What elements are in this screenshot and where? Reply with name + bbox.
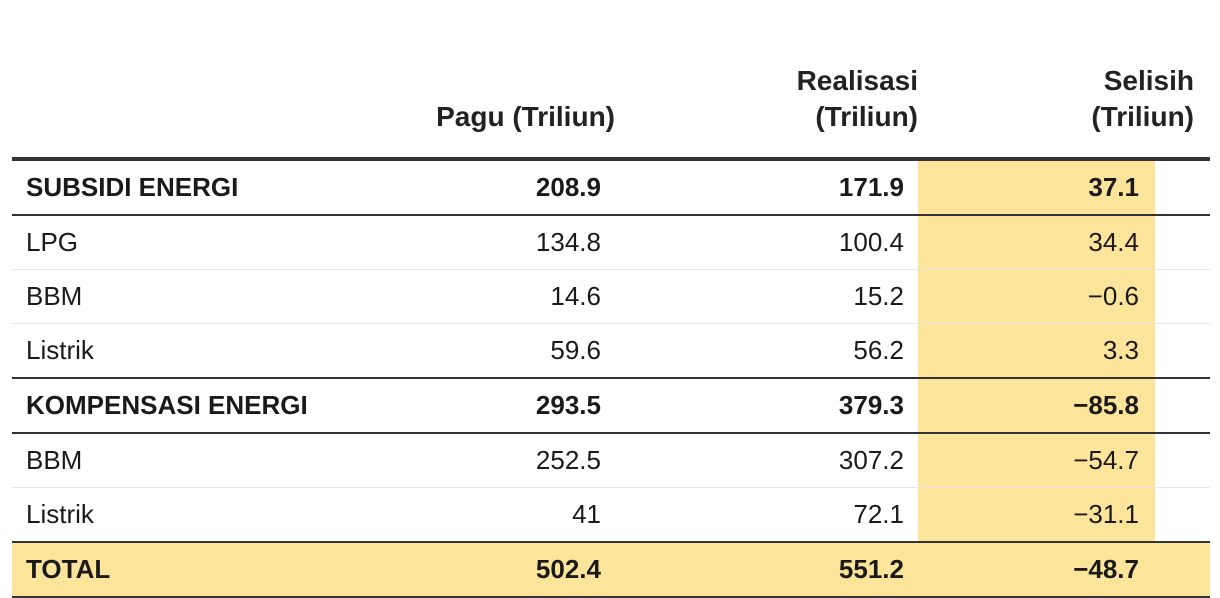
row-label: SUBSIDI ENERGI <box>12 159 312 216</box>
row-spacer <box>1155 433 1210 488</box>
table-row: LPG 134.8 100.4 34.4 <box>12 215 1210 270</box>
realisasi-value: 307.2 <box>615 433 918 488</box>
realisasi-value: 551.2 <box>615 541 918 598</box>
total-row: TOTAL 502.4 551.2 −48.7 <box>12 541 1210 598</box>
realisasi-value: 15.2 <box>615 269 918 324</box>
realisasi-value: 100.4 <box>615 215 918 270</box>
realisasi-value: 56.2 <box>615 323 918 379</box>
header-realisasi: Realisasi (Triliun) <box>615 0 918 161</box>
row-label: LPG <box>12 215 312 270</box>
pagu-value: 208.9 <box>312 159 615 216</box>
pagu-value: 14.6 <box>312 269 615 324</box>
row-label: Listrik <box>12 323 312 379</box>
table-row: BBM 14.6 15.2 −0.6 <box>12 269 1210 324</box>
header-selisih-line2: (Triliun) <box>1091 101 1194 132</box>
selisih-value: 3.3 <box>918 323 1155 379</box>
data-table: Pagu (Triliun) Realisasi (Triliun) Selis… <box>12 0 1210 598</box>
pagu-value: 252.5 <box>312 433 615 488</box>
selisih-value: −48.7 <box>918 541 1155 598</box>
row-spacer <box>1155 269 1210 324</box>
row-label: BBM <box>12 433 312 488</box>
row-spacer <box>1155 159 1210 216</box>
table-row: Listrik 59.6 56.2 3.3 <box>12 323 1210 379</box>
header-pagu: Pagu (Triliun) <box>312 0 615 161</box>
row-label: Listrik <box>12 487 312 543</box>
group-row: KOMPENSASI ENERGI 293.5 379.3 −85.8 <box>12 378 1210 434</box>
header-label-column <box>12 0 312 161</box>
row-spacer <box>1155 541 1210 598</box>
pagu-value: 59.6 <box>312 323 615 379</box>
header-selisih: Selisih (Triliun) <box>918 0 1210 161</box>
pagu-value: 502.4 <box>312 541 615 598</box>
header-realisasi-line1: Realisasi <box>796 65 918 96</box>
table-row: Listrik 41 72.1 −31.1 <box>12 487 1210 543</box>
selisih-value: 37.1 <box>918 159 1155 216</box>
header-row: Pagu (Triliun) Realisasi (Triliun) Selis… <box>12 0 1210 161</box>
pagu-value: 134.8 <box>312 215 615 270</box>
group-row: SUBSIDI ENERGI 208.9 171.9 37.1 <box>12 159 1210 216</box>
pagu-value: 41 <box>312 487 615 543</box>
row-spacer <box>1155 323 1210 379</box>
realisasi-value: 171.9 <box>615 159 918 216</box>
header-realisasi-line2: (Triliun) <box>815 101 918 132</box>
row-spacer <box>1155 378 1210 434</box>
row-label: TOTAL <box>12 541 312 598</box>
selisih-value: −0.6 <box>918 269 1155 324</box>
row-label: KOMPENSASI ENERGI <box>12 378 312 434</box>
selisih-value: 34.4 <box>918 215 1155 270</box>
table-body: SUBSIDI ENERGI 208.9 171.9 37.1 LPG 134.8 100.… <box>12 159 1210 598</box>
row-label: BBM <box>12 269 312 324</box>
realisasi-value: 379.3 <box>615 378 918 434</box>
header-selisih-line1: Selisih <box>1103 65 1194 96</box>
row-spacer <box>1155 487 1210 543</box>
row-spacer <box>1155 215 1210 270</box>
table-header: Pagu (Triliun) Realisasi (Triliun) Selis… <box>12 0 1210 161</box>
table-container: Pagu (Triliun) Realisasi (Triliun) Selis… <box>12 0 1210 598</box>
realisasi-value: 72.1 <box>615 487 918 543</box>
table-row: BBM 252.5 307.2 −54.7 <box>12 433 1210 488</box>
pagu-value: 293.5 <box>312 378 615 434</box>
selisih-value: −54.7 <box>918 433 1155 488</box>
selisih-value: −85.8 <box>918 378 1155 434</box>
selisih-value: −31.1 <box>918 487 1155 543</box>
